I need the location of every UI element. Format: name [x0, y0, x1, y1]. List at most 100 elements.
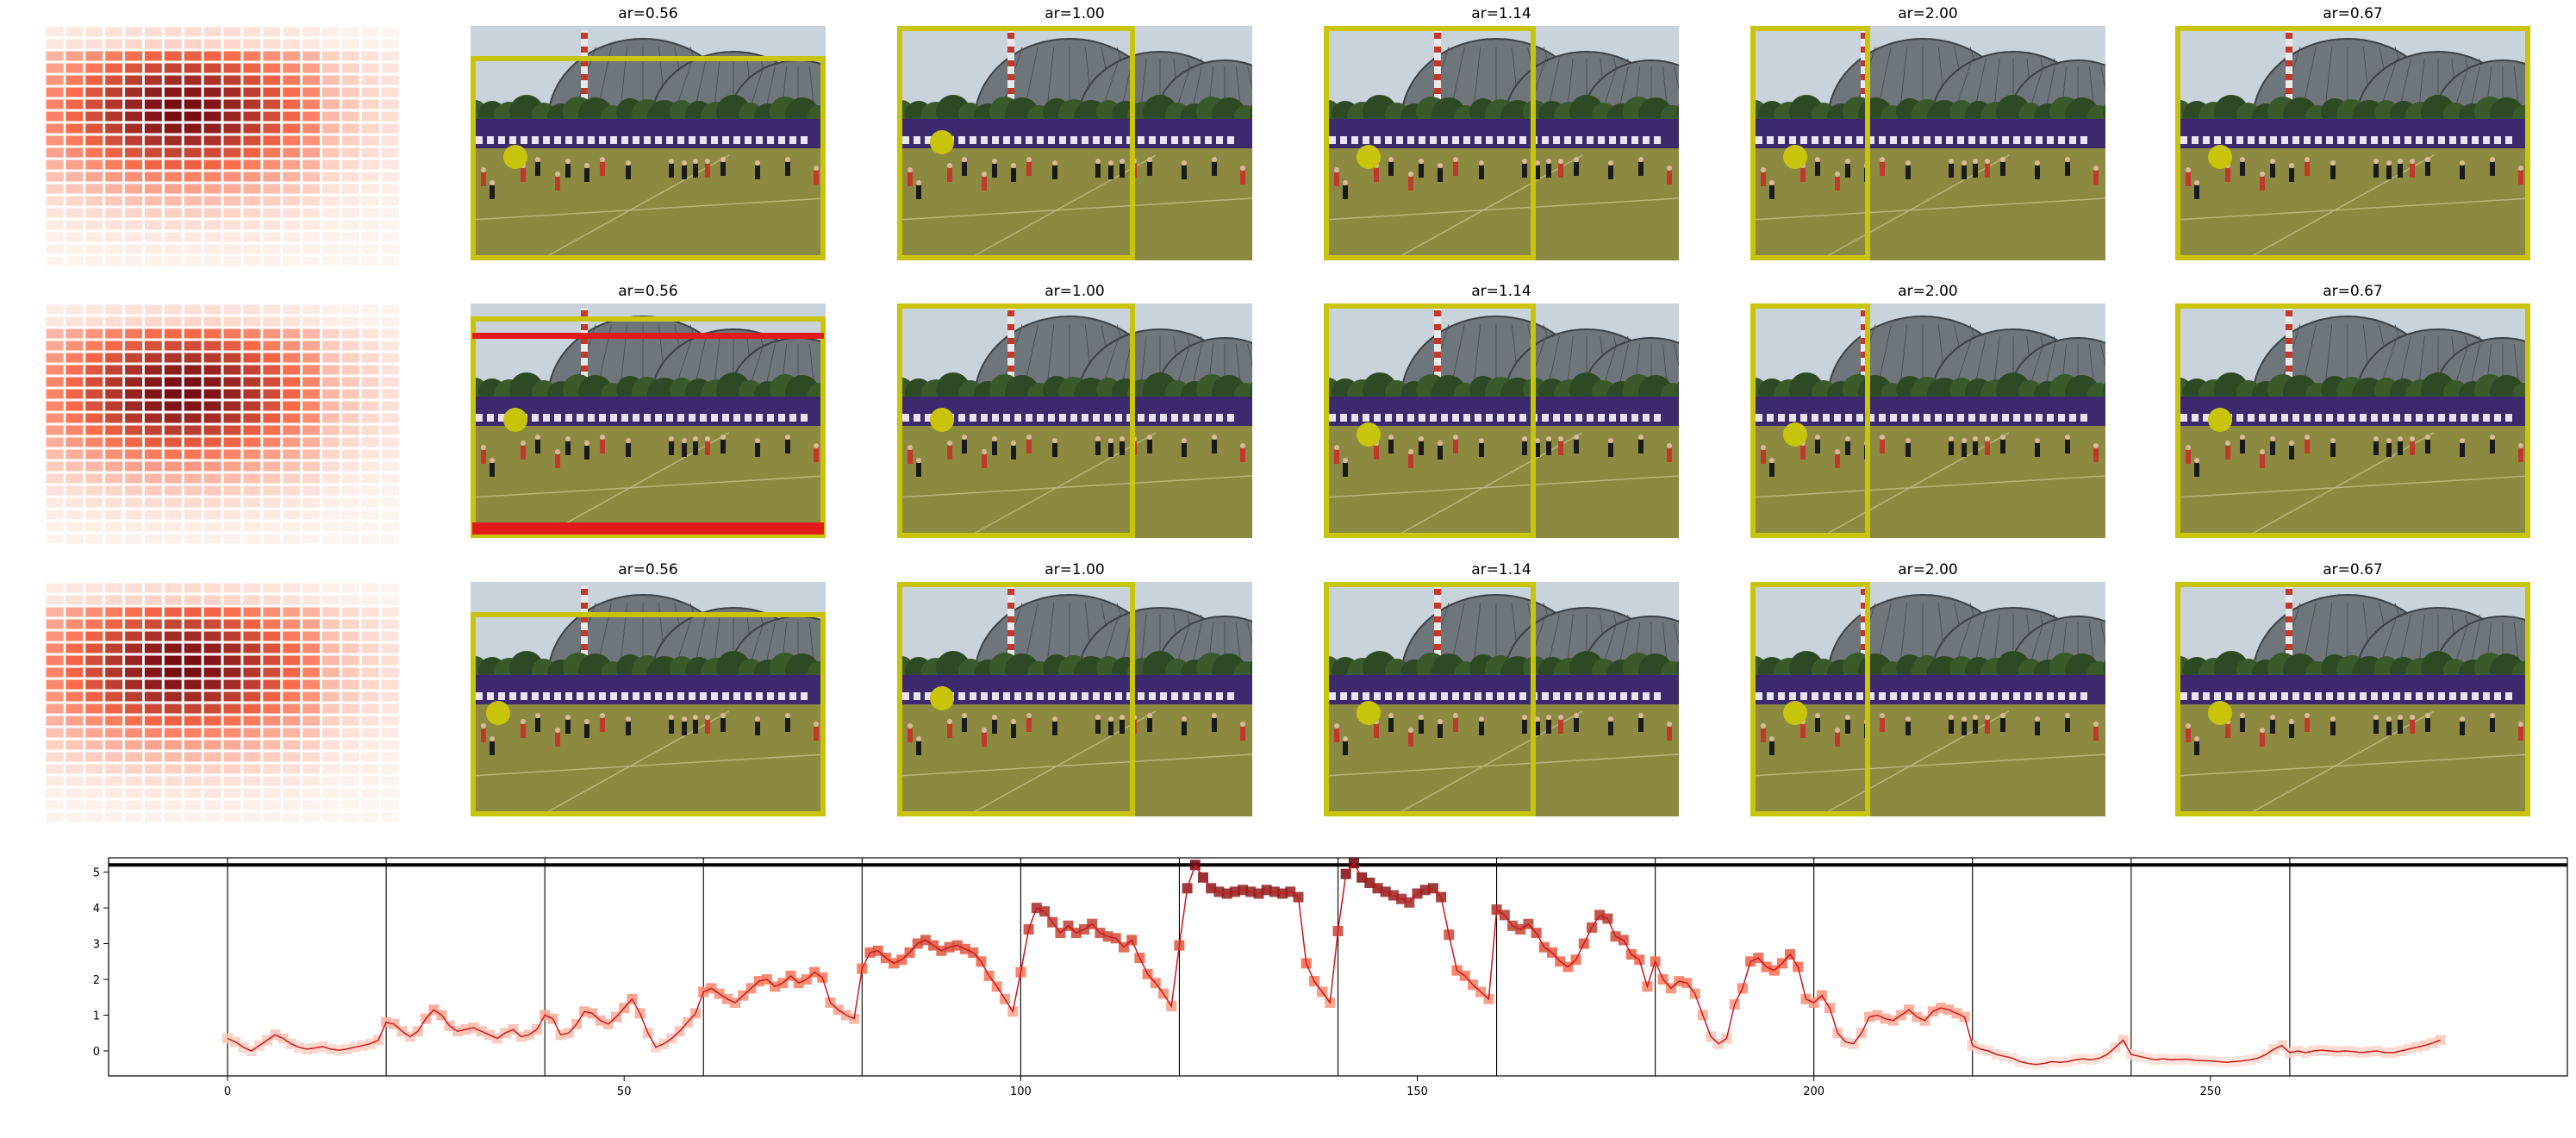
- chimney-stripe: [1434, 589, 1441, 595]
- banner-logo: [532, 692, 539, 700]
- banner-logo: [543, 414, 550, 422]
- person: [2260, 177, 2265, 191]
- chimney-stripe: [1861, 88, 1868, 94]
- red-boundary-bottom: [472, 522, 824, 535]
- heatmap-cell: [105, 99, 123, 109]
- heatmap-cell: [184, 208, 202, 218]
- heatmap-cell: [223, 425, 241, 435]
- panel-title: ar=1.14: [1471, 561, 1531, 578]
- person: [1408, 733, 1413, 747]
- heatmap-cell: [164, 256, 182, 266]
- heatmap-cell: [283, 631, 301, 641]
- person-head: [1334, 723, 1339, 728]
- heatmap-cell: [164, 425, 182, 435]
- person-head: [1147, 435, 1152, 440]
- person: [1438, 724, 1443, 738]
- heatmap-cell: [283, 63, 301, 73]
- banner-logo: [532, 414, 539, 422]
- field-line: [471, 197, 826, 221]
- heatmap-cell: [361, 377, 379, 387]
- person: [1095, 441, 1101, 455]
- heatmap-cell: [283, 583, 301, 593]
- heatmap-cell: [243, 425, 261, 435]
- heatmap-cell: [223, 437, 241, 447]
- heatmap-cell: [105, 522, 123, 532]
- chimney-stripe: [1007, 47, 1014, 53]
- person: [1667, 448, 1672, 462]
- heatmap-cell: [125, 341, 142, 351]
- heatmap-cell: [164, 99, 182, 109]
- heatmap-cell: [243, 316, 261, 327]
- person: [521, 168, 526, 182]
- heatmap-cell: [164, 39, 182, 49]
- banner-logo: [1879, 414, 1886, 422]
- heatmap-cell: [223, 764, 241, 774]
- banner-logo: [1598, 692, 1605, 700]
- person-head: [1026, 435, 1032, 440]
- heatmap-cell: [65, 123, 84, 134]
- person-head: [1052, 438, 1057, 443]
- person: [1905, 722, 1911, 735]
- person: [1845, 441, 1850, 455]
- person: [720, 440, 726, 453]
- heatmap-cell: [164, 304, 182, 315]
- heatmap-cell: [184, 184, 202, 194]
- crop-panel: [897, 303, 1252, 538]
- heatmap-cell: [321, 147, 340, 158]
- heatmap-cell: [85, 208, 103, 218]
- heatmap-cell: [223, 728, 241, 738]
- heatmap-cell: [144, 135, 162, 146]
- heatmap-cell: [125, 208, 142, 218]
- person-head: [1479, 160, 1484, 166]
- person-head: [2386, 160, 2392, 166]
- heatmap-cell: [381, 728, 399, 738]
- person: [1453, 162, 1458, 176]
- person-head: [1769, 458, 1775, 463]
- banner-logo: [778, 692, 785, 700]
- person-head: [1546, 715, 1551, 720]
- heatmap-cell: [321, 51, 340, 61]
- heatmap-cell: [85, 752, 103, 762]
- heatmap-cell: [105, 135, 123, 146]
- heatmap-cell: [65, 655, 84, 666]
- heatmap-cell: [243, 401, 261, 411]
- heatmap-cell: [85, 595, 103, 605]
- heatmap-cell: [184, 304, 202, 315]
- person-head: [1973, 159, 1978, 164]
- heatmap-cell: [243, 583, 261, 593]
- person-head: [682, 716, 687, 722]
- banner-logo: [1396, 414, 1403, 422]
- heatmap-cell: [243, 800, 261, 810]
- person: [1815, 162, 1820, 176]
- person: [2225, 724, 2230, 738]
- person-head: [2000, 713, 2005, 718]
- banner-logo: [644, 136, 651, 144]
- person-head: [2093, 443, 2099, 448]
- person: [1334, 728, 1339, 742]
- chimney-stripe: [2286, 603, 2292, 609]
- banner-logo: [1351, 692, 1358, 700]
- heatmap-cell: [321, 788, 340, 798]
- heatmap-cell: [223, 631, 241, 641]
- heatmap-cell: [46, 583, 64, 593]
- banner-logo: [2404, 414, 2411, 422]
- chimney-stripe: [581, 310, 588, 316]
- heatmap-cell: [46, 607, 64, 617]
- heatmap-cell: [105, 728, 123, 738]
- heatmap-cell: [164, 703, 182, 714]
- heatmap-cell: [65, 485, 84, 496]
- heatmap-cell: [203, 63, 221, 73]
- heatmap-cell: [283, 39, 301, 49]
- person-head: [2330, 160, 2336, 166]
- person-head: [1453, 713, 1458, 718]
- heatmap-cell: [223, 99, 241, 109]
- person-head: [1574, 435, 1579, 440]
- heatmap-cell: [223, 63, 241, 73]
- person: [2035, 722, 2040, 735]
- heatmap-cell: [303, 740, 320, 750]
- person: [1343, 185, 1348, 199]
- banner-logo: [1452, 414, 1459, 422]
- person: [785, 162, 790, 176]
- banner-logo: [1407, 414, 1414, 422]
